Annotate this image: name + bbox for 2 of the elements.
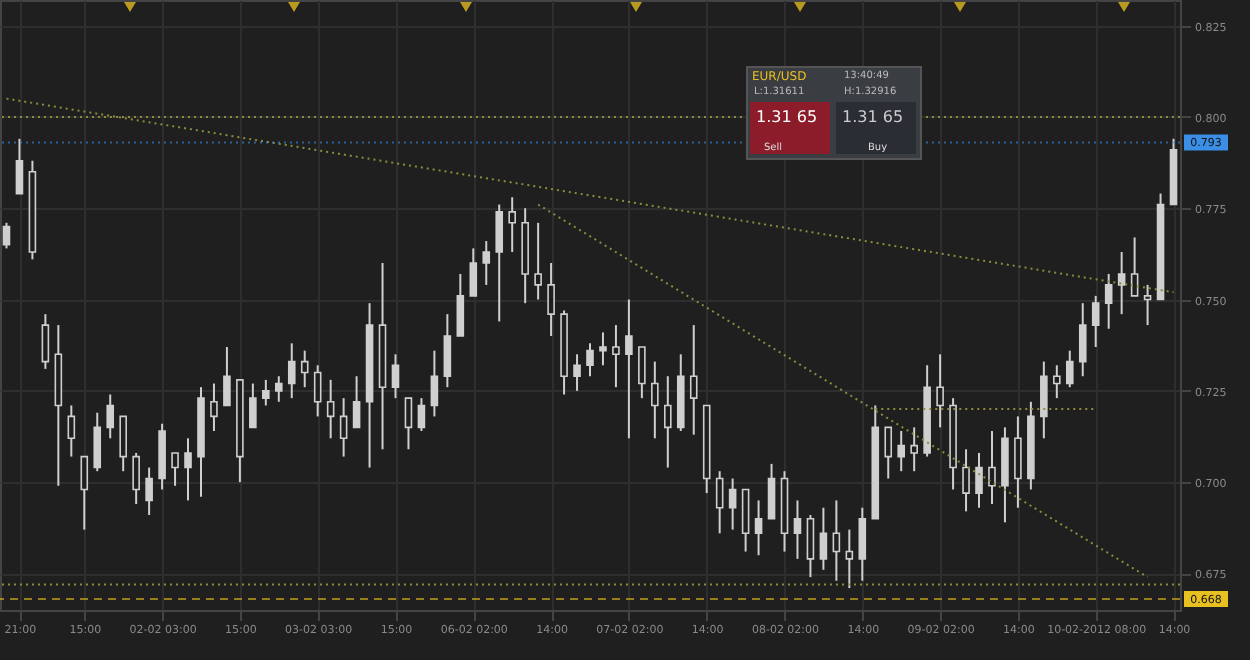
annotation: 1.31 65 xyxy=(756,108,818,126)
annotation: 1.31 65 xyxy=(842,108,904,126)
